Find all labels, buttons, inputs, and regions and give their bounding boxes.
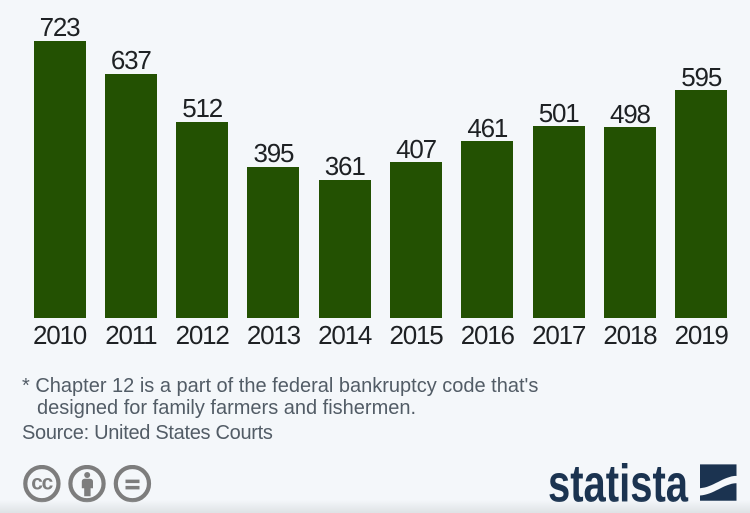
svg-text:cc: cc xyxy=(31,471,53,494)
